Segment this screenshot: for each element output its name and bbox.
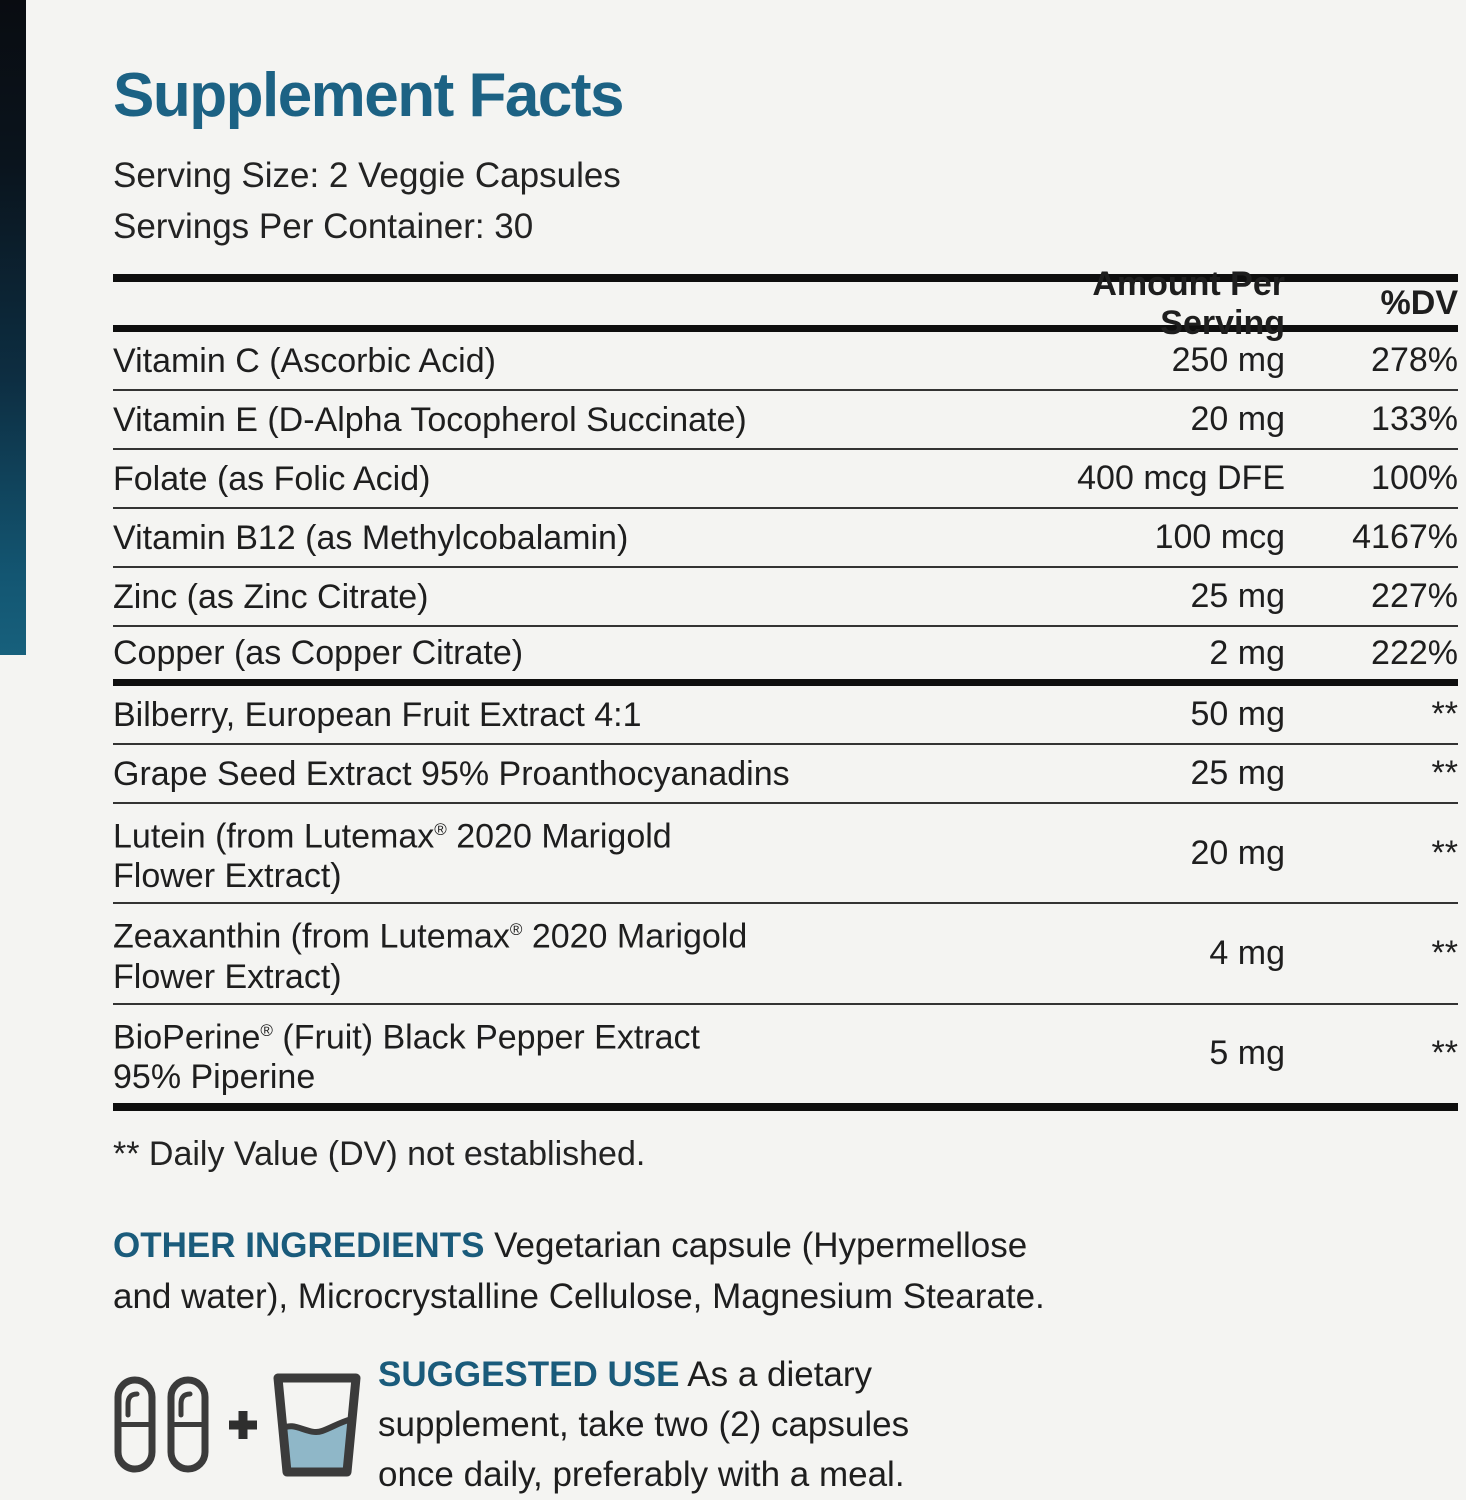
table-row: Copper (as Copper Citrate) 2 mg 222% (113, 627, 1458, 686)
table-row: BioPerine® (Fruit) Black Pepper Extract … (113, 1005, 1458, 1103)
table-row: Vitamin E (D-Alpha Tocopherol Succinate)… (113, 391, 1458, 450)
ingredient-dv: 222% (1371, 633, 1458, 672)
ingredient-name: Grape Seed Extract 95% Proanthocyanadins (113, 754, 790, 793)
ingredient-name: Zinc (as Zinc Citrate) (113, 577, 429, 616)
serving-info: Serving Size: 2 Veggie Capsules Servings… (113, 150, 1458, 252)
table-row: Vitamin B12 (as Methylcobalamin) 100 mcg 4… (113, 509, 1458, 568)
ingredient-amount: 20 mg (1190, 833, 1286, 872)
ingredient-name: Copper (as Copper Citrate) (113, 634, 524, 672)
ingredient-name: Zeaxanthin (from Lutemax® 2020 Marigold … (113, 917, 748, 996)
supplement-label: Supplement Facts Serving Size: 2 Veggie … (113, 0, 1458, 1500)
table-row: Zeaxanthin (from Lutemax® 2020 Marigold … (113, 904, 1458, 1005)
ingredient-dv: 278% (1371, 341, 1458, 379)
ingredient-amount: 400 mcg DFE (1077, 459, 1285, 497)
ingredient-amount: 100 mcg (1154, 518, 1285, 556)
ingredient-amount: 5 mg (1209, 1034, 1285, 1073)
ingredient-dv: ** (1431, 754, 1458, 792)
table-row: Lutein (from Lutemax® 2020 Marigold Flow… (113, 804, 1458, 905)
sidebar-accent-stripe (0, 0, 26, 655)
table-row: Grape Seed Extract 95% Proanthocyanadins… (113, 745, 1458, 804)
supplement-facts-table: Amount Per Serving %DV Vitamin C (Ascorb… (113, 265, 1458, 1111)
table-row: Zinc (as Zinc Citrate) 25 mg 227% (113, 568, 1458, 627)
other-ingredients: OTHER INGREDIENTS Vegetarian capsule (Hy… (113, 1220, 1458, 1322)
ingredient-dv: 4167% (1352, 518, 1458, 556)
ingredient-dv: ** (1431, 1034, 1458, 1073)
ingredient-name: Bilberry, European Fruit Extract 4:1 (113, 695, 642, 734)
ingredient-name: Vitamin B12 (as Methylcobalamin) (113, 518, 629, 557)
header-amount-per-serving: Amount Per Serving (1092, 264, 1285, 342)
ingredient-dv: ** (1431, 695, 1458, 733)
plus-icon (229, 1410, 257, 1439)
ingredient-name: Vitamin C (Ascorbic Acid) (113, 341, 496, 380)
ingredient-dv: 227% (1371, 577, 1458, 615)
page-title: Supplement Facts (113, 61, 625, 130)
other-ingredients-label: OTHER INGREDIENTS (113, 1225, 485, 1265)
ingredient-amount: 4 mg (1209, 933, 1285, 972)
suggested-use-section: SUGGESTED USE As a dietary supplement, t… (113, 1350, 1458, 1500)
ingredient-amount: 2 mg (1209, 633, 1285, 672)
table-header-row: Amount Per Serving %DV (113, 265, 1458, 342)
ingredient-amount: 250 mg (1171, 341, 1285, 379)
ingredient-dv: 133% (1371, 400, 1458, 438)
ingredient-name: Vitamin E (D-Alpha Tocopherol Succinate) (113, 400, 747, 439)
facts-table-body: Vitamin C (Ascorbic Acid) 250 mg 278% Vitam… (113, 332, 1458, 1103)
ingredient-amount: 20 mg (1190, 400, 1286, 438)
header-spacer (113, 298, 1045, 310)
table-row: Folate (as Folic Acid) 400 mcg DFE 100% (113, 450, 1458, 509)
capsule-icon (167, 1376, 209, 1473)
ingredient-name: BioPerine® (Fruit) Black Pepper Extract … (113, 1017, 700, 1096)
suggested-use-label: SUGGESTED USE (378, 1354, 680, 1394)
ingredient-amount: 50 mg (1190, 695, 1286, 733)
ingredient-dv: ** (1431, 833, 1458, 872)
table-row: Vitamin C (Ascorbic Acid) 250 mg 278% (113, 332, 1458, 391)
suggested-use-body: As a dietary supplement, take two (2) ca… (378, 1354, 910, 1494)
suggested-use-icons (113, 1373, 378, 1477)
header-percent-dv: %DV (1380, 284, 1458, 322)
ingredient-amount: 25 mg (1190, 577, 1286, 615)
dv-footnote: ** Daily Value (DV) not established. (113, 1134, 646, 1173)
suggested-use-text: SUGGESTED USE As a dietary supplement, t… (378, 1350, 1078, 1500)
water-glass-icon (273, 1373, 361, 1477)
ingredient-name: Lutein (from Lutemax® 2020 Marigold Flow… (113, 817, 672, 896)
ingredient-dv: ** (1431, 933, 1458, 972)
serving-size: Serving Size: 2 Veggie Capsules (113, 156, 621, 195)
ingredient-name: Folate (as Folic Acid) (113, 459, 431, 498)
other-ingredients-text: Vegetarian capsule (Hypermellose and wat… (113, 1225, 1045, 1316)
ingredient-dv: 100% (1371, 459, 1458, 497)
ingredient-amount: 25 mg (1190, 754, 1286, 792)
capsule-icon (114, 1376, 156, 1473)
servings-per-container: Servings Per Container: 30 (113, 207, 534, 246)
table-row: Bilberry, European Fruit Extract 4:1 50 m… (113, 686, 1458, 745)
